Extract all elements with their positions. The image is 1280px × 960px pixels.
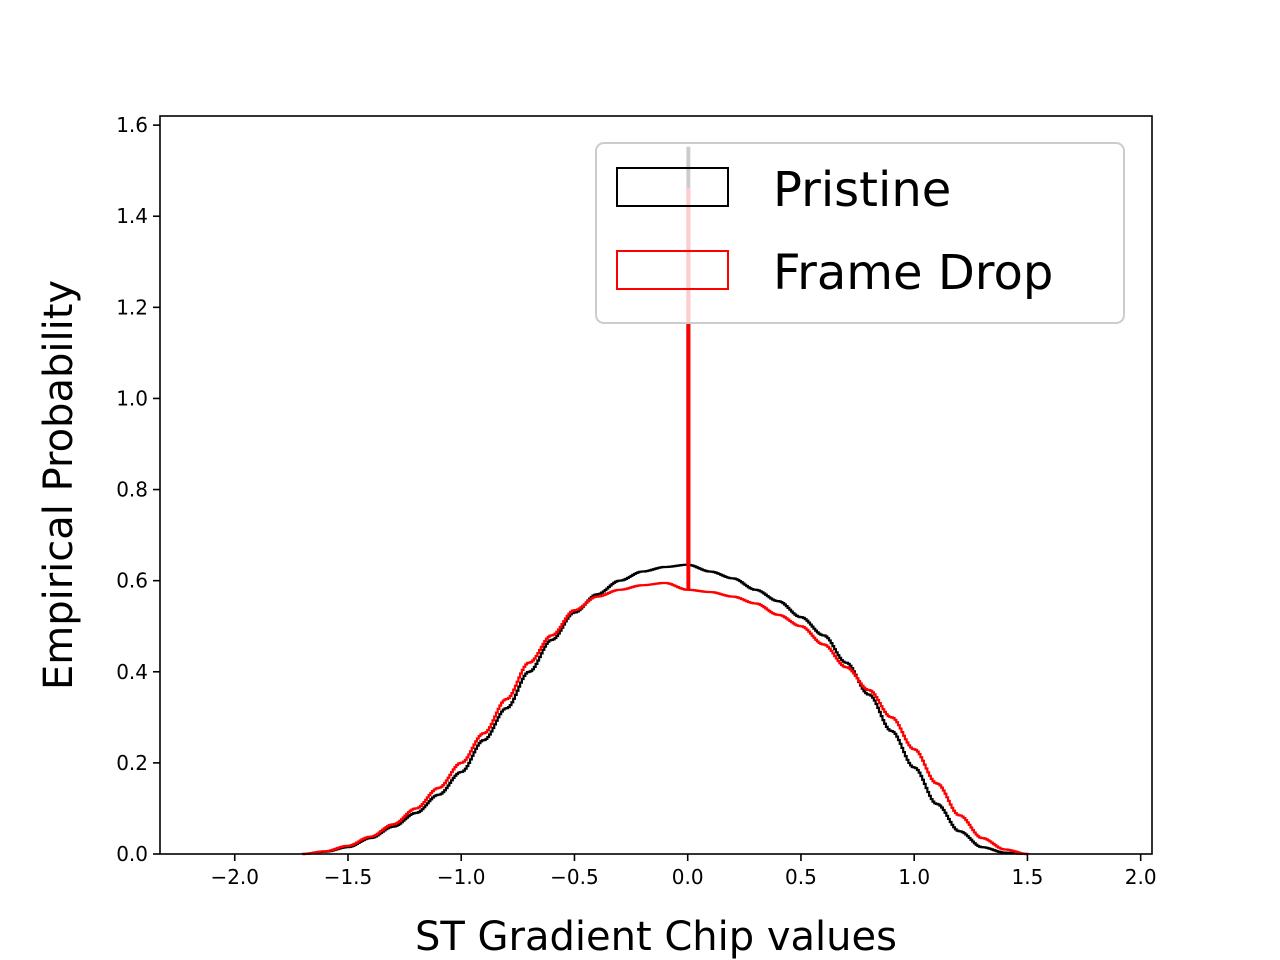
legend-label-pristine: Pristine [773,162,951,218]
y-tick-label: 0.2 [116,751,148,775]
y-tick-label: 0.0 [116,842,148,866]
legend-swatch-frame-drop [616,250,729,290]
x-tick-label: 2.0 [1125,865,1157,889]
x-tick-label: 1.0 [898,865,930,889]
x-tick-label: −1.0 [437,865,486,889]
y-ticks: 0.0 0.2 0.4 0.6 0.8 1.0 1.2 1.4 1.6 [116,113,160,866]
legend-label-frame-drop: Frame Drop [773,245,1053,301]
x-tick-label: −0.5 [550,865,599,889]
legend-swatch-pristine [616,167,729,207]
series-frame-drop-histogram [301,187,1029,856]
y-axis-label: Empirical Probability [36,280,82,690]
y-tick-label: 1.0 [116,386,148,410]
x-ticks: −2.0 −1.5 −1.0 −0.5 0.0 0.5 1.0 1.5 2.0 [210,854,1157,889]
axes-layer [159,115,1153,855]
y-tick-label: 0.6 [116,569,148,593]
y-tick-label: 1.6 [116,113,148,137]
series-pristine-histogram [301,146,1029,856]
x-tick-label: 1.5 [1012,865,1044,889]
x-tick-label: −2.0 [210,865,259,889]
y-tick-label: 0.8 [116,478,148,502]
x-tick-label: 0.0 [672,865,704,889]
x-axis-label: ST Gradient Chip values [415,914,897,960]
y-tick-label: 0.4 [116,660,148,684]
x-tick-label: −1.5 [324,865,373,889]
y-tick-label: 1.4 [116,204,148,228]
plot-frame [159,115,1153,855]
series-layer [301,146,1029,856]
y-tick-label: 1.2 [116,295,148,319]
x-tick-label: 0.5 [785,865,817,889]
legend: Pristine Frame Drop [595,142,1125,324]
